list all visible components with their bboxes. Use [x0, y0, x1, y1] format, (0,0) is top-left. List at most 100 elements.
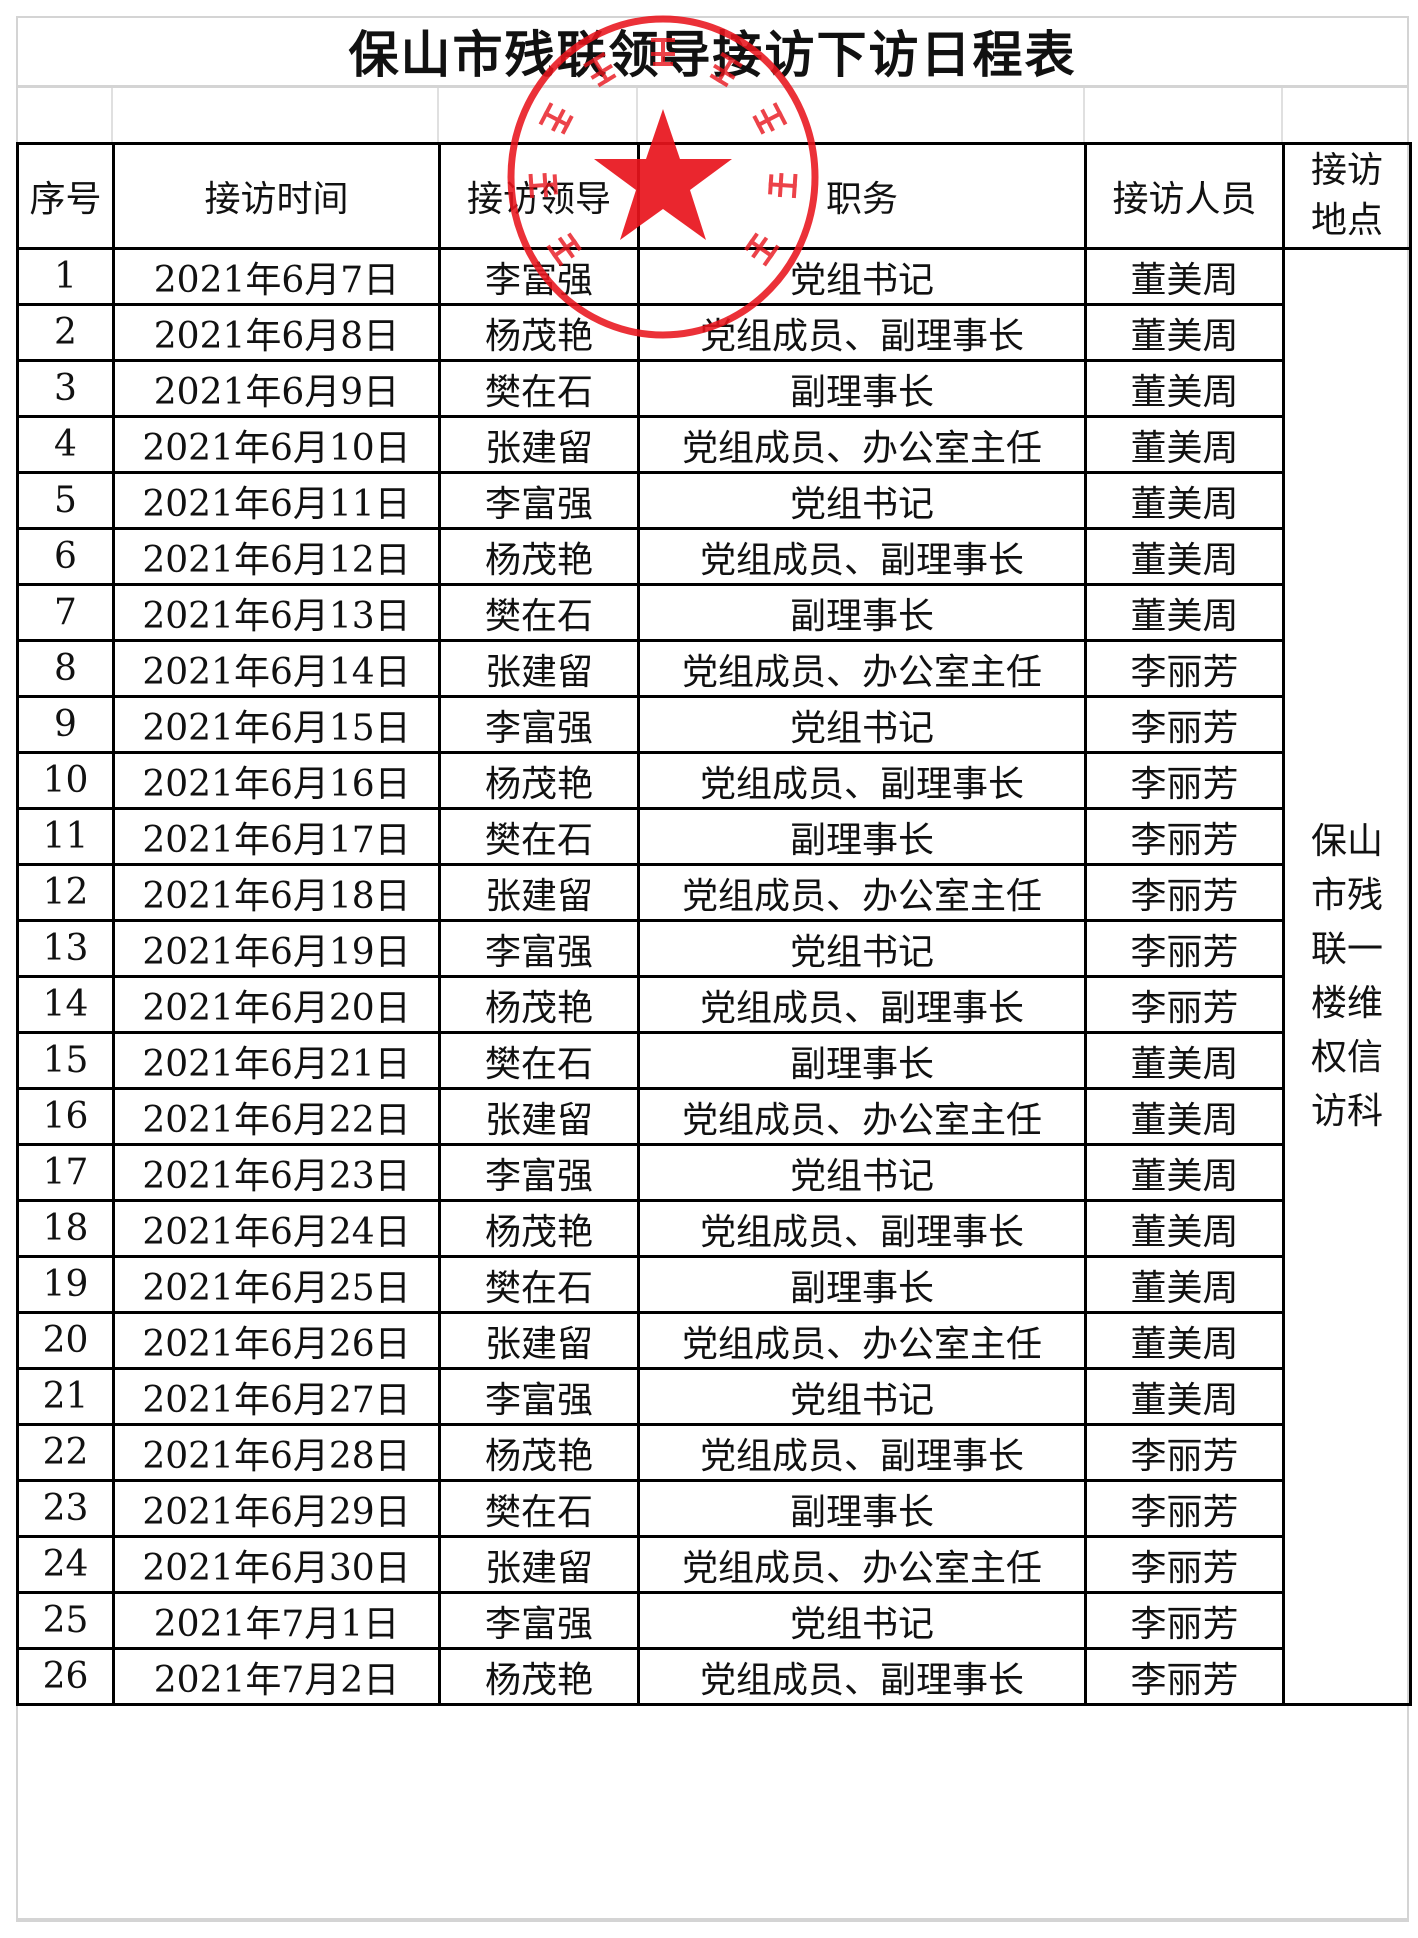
cell-no: 20: [16, 1311, 115, 1370]
cell-staff: 李丽芳: [1084, 1423, 1285, 1482]
cell-staff: 董美周: [1084, 359, 1285, 418]
cell-date: 2021年6月17日: [112, 807, 441, 866]
cell-staff: 董美周: [1084, 1143, 1285, 1202]
cell-no: 25: [16, 1591, 115, 1650]
cell-role: 党组书记: [637, 695, 1087, 754]
cell-leader: 李富强: [438, 1143, 640, 1202]
cell-staff: 董美周: [1084, 415, 1285, 474]
cell-role: 党组成员、办公室主任: [637, 1087, 1087, 1146]
cell-role: 党组成员、办公室主任: [637, 639, 1087, 698]
cell-leader: 李富强: [438, 247, 640, 306]
table-row: 12 2021年6月18日 张建留 党组成员、办公室主任 李丽芳: [16, 863, 1411, 922]
table-row: 24 2021年6月30日 张建留 党组成员、办公室主任 李丽芳: [16, 1535, 1411, 1594]
cell-leader: 张建留: [438, 415, 640, 474]
cell-date: 2021年6月22日: [112, 1087, 441, 1146]
cell-leader: 杨茂艳: [438, 1423, 640, 1482]
grid-line: [437, 88, 439, 142]
cell-role: 党组成员、副理事长: [637, 527, 1087, 586]
cell-staff: 李丽芳: [1084, 863, 1285, 922]
cell-role: 副理事长: [637, 807, 1087, 866]
header-role: 职务: [637, 142, 1087, 250]
cell-leader: 杨茂艳: [438, 1199, 640, 1258]
cell-date: 2021年6月9日: [112, 359, 441, 418]
cell-staff: 董美周: [1084, 1087, 1285, 1146]
cell-role: 副理事长: [637, 1479, 1087, 1538]
table-row: 17 2021年6月23日 李富强 党组书记 董美周: [16, 1143, 1411, 1202]
cell-role: 党组书记: [637, 247, 1087, 306]
cell-leader: 李富强: [438, 919, 640, 978]
cell-no: 8: [16, 639, 115, 698]
cell-date: 2021年6月21日: [112, 1031, 441, 1090]
cell-role: 党组书记: [637, 1367, 1087, 1426]
cell-no: 1: [16, 247, 115, 306]
cell-date: 2021年6月18日: [112, 863, 441, 922]
cell-role: 党组书记: [637, 471, 1087, 530]
cell-date: 2021年6月28日: [112, 1423, 441, 1482]
table-row: 10 2021年6月16日 杨茂艳 党组成员、副理事长 李丽芳: [16, 751, 1411, 810]
cell-date: 2021年7月2日: [112, 1647, 441, 1706]
empty-row: [16, 88, 1409, 142]
cell-date: 2021年6月24日: [112, 1199, 441, 1258]
cell-leader: 张建留: [438, 1311, 640, 1370]
cell-staff: 董美周: [1084, 303, 1285, 362]
cell-leader: 樊在石: [438, 1479, 640, 1538]
cell-no: 26: [16, 1647, 115, 1706]
cell-role: 党组成员、办公室主任: [637, 863, 1087, 922]
cell-date: 2021年6月10日: [112, 415, 441, 474]
table-row: 25 2021年7月1日 李富强 党组书记 李丽芳: [16, 1591, 1411, 1650]
cell-staff: 李丽芳: [1084, 639, 1285, 698]
cell-no: 22: [16, 1423, 115, 1482]
cell-leader: 樊在石: [438, 807, 640, 866]
cell-leader: 杨茂艳: [438, 975, 640, 1034]
cell-date: 2021年6月11日: [112, 471, 441, 530]
header-date: 接访时间: [112, 142, 441, 250]
grid-line: [111, 88, 113, 142]
location-text: 保山市残联一楼维权信访科: [1310, 820, 1383, 1132]
table-row: 21 2021年6月27日 李富强 党组书记 董美周: [16, 1367, 1411, 1426]
cell-staff: 李丽芳: [1084, 695, 1285, 754]
cell-staff: 李丽芳: [1084, 751, 1285, 810]
cell-role: 副理事长: [637, 1031, 1087, 1090]
cell-leader: 张建留: [438, 863, 640, 922]
cell-role: 党组成员、副理事长: [637, 1423, 1087, 1482]
table-row: 11 2021年6月17日 樊在石 副理事长 李丽芳: [16, 807, 1411, 866]
cell-leader: 樊在石: [438, 1031, 640, 1090]
cell-staff: 董美周: [1084, 1311, 1285, 1370]
cell-date: 2021年6月16日: [112, 751, 441, 810]
cell-leader: 杨茂艳: [438, 1647, 640, 1706]
cell-no: 14: [16, 975, 115, 1034]
table-row: 26 2021年7月2日 杨茂艳 党组成员、副理事长 李丽芳: [16, 1647, 1411, 1706]
cell-role: 党组成员、副理事长: [637, 303, 1087, 362]
cell-date: 2021年6月12日: [112, 527, 441, 586]
header-location: 接访地点: [1282, 142, 1412, 250]
cell-staff: 董美周: [1084, 1367, 1285, 1426]
cell-role: 党组书记: [637, 1143, 1087, 1202]
header-location-text: 接访地点: [1310, 150, 1383, 241]
cell-no: 4: [16, 415, 115, 474]
cell-leader: 樊在石: [438, 359, 640, 418]
cell-no: 13: [16, 919, 115, 978]
cell-staff: 董美周: [1084, 247, 1285, 306]
table-row: 1 2021年6月7日 李富强 党组书记 董美周 保山市残联一楼维权信访科: [16, 247, 1412, 1706]
cell-no: 10: [16, 751, 115, 810]
cell-staff: 董美周: [1084, 1255, 1285, 1314]
cell-leader: 杨茂艳: [438, 527, 640, 586]
cell-date: 2021年6月7日: [112, 247, 441, 306]
cell-leader: 李富强: [438, 471, 640, 530]
cell-leader: 张建留: [438, 1535, 640, 1594]
header-staff: 接访人员: [1084, 142, 1285, 250]
cell-no: 15: [16, 1031, 115, 1090]
cell-role: 党组书记: [637, 1591, 1087, 1650]
cell-no: 11: [16, 807, 115, 866]
cell-date: 2021年6月13日: [112, 583, 441, 642]
cell-staff: 董美周: [1084, 583, 1285, 642]
cell-no: 23: [16, 1479, 115, 1538]
header-row: 序号 接访时间 接访领导 职务 接访人员 接访地点: [16, 142, 1412, 250]
table-row: 14 2021年6月20日 杨茂艳 党组成员、副理事长 李丽芳: [16, 975, 1411, 1034]
cell-no: 12: [16, 863, 115, 922]
cell-no: 2: [16, 303, 115, 362]
cell-role: 副理事长: [637, 583, 1087, 642]
cell-role: 党组成员、副理事长: [637, 975, 1087, 1034]
cell-date: 2021年6月8日: [112, 303, 441, 362]
cell-staff: 李丽芳: [1084, 1479, 1285, 1538]
